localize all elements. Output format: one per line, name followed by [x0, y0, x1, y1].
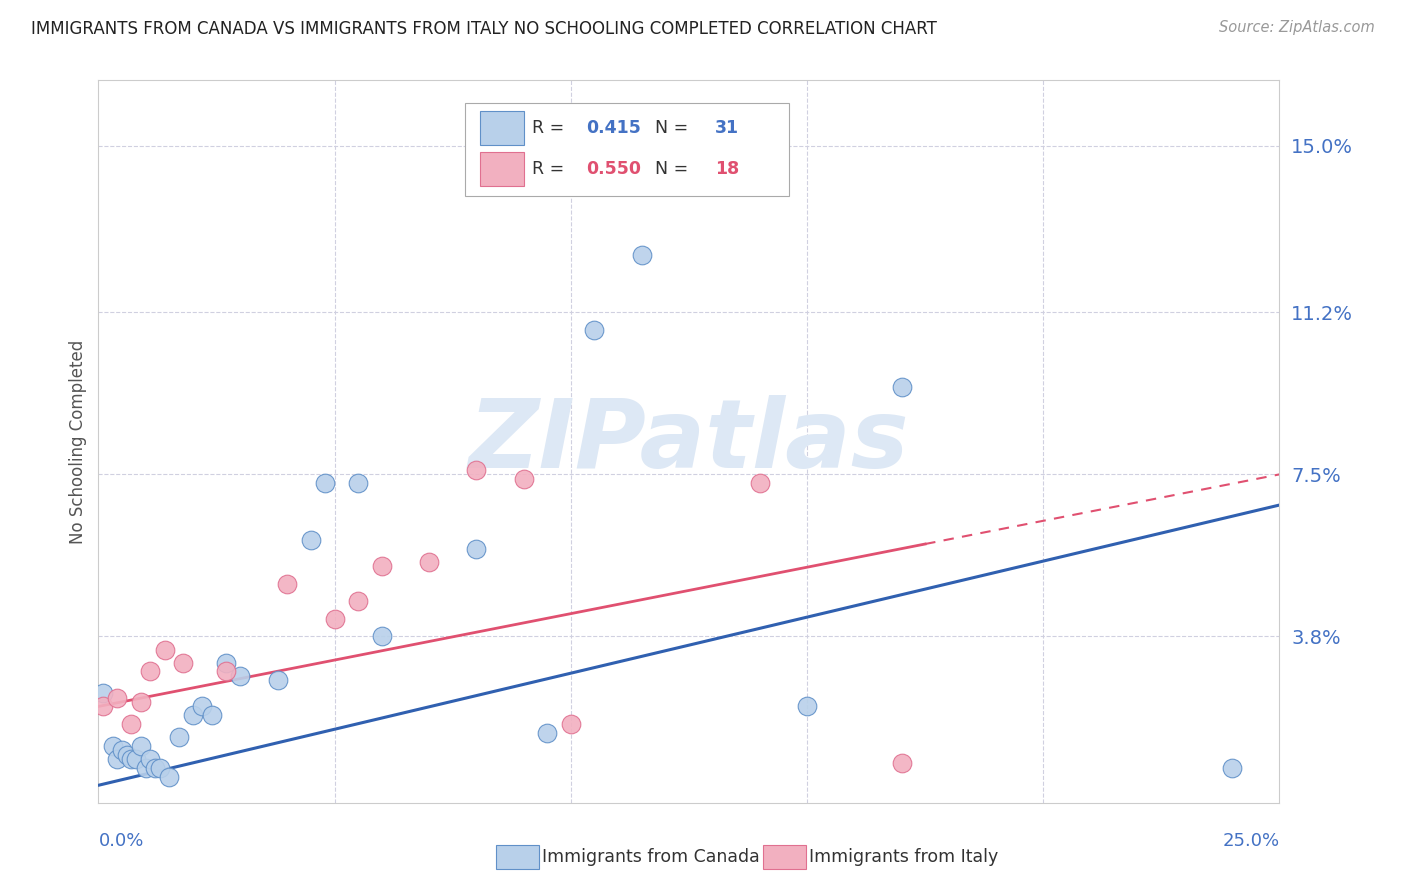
Point [347, 594, 370, 608]
Point [157, 770, 180, 784]
Point [560, 717, 582, 731]
Point [121, 717, 143, 731]
FancyBboxPatch shape [496, 845, 538, 870]
Point [229, 669, 252, 683]
Point [125, 752, 148, 766]
Point [323, 612, 346, 626]
Point [890, 756, 912, 771]
Text: IMMIGRANTS FROM CANADA VS IMMIGRANTS FROM ITALY NO SCHOOLING COMPLETED CORRELATI: IMMIGRANTS FROM CANADA VS IMMIGRANTS FRO… [31, 20, 936, 37]
Point [314, 476, 336, 491]
Point [139, 665, 162, 679]
Point [465, 541, 488, 556]
Point [105, 752, 128, 766]
Point [139, 752, 162, 766]
Point [167, 730, 190, 744]
Point [105, 690, 128, 705]
Point [630, 248, 652, 262]
Point [115, 747, 138, 762]
Text: Source: ZipAtlas.com: Source: ZipAtlas.com [1219, 20, 1375, 35]
Point [121, 752, 143, 766]
Point [890, 380, 912, 394]
Point [371, 559, 394, 574]
Point [143, 761, 166, 775]
Point [267, 673, 290, 688]
Point [512, 472, 534, 486]
Text: 0.550: 0.550 [586, 160, 641, 178]
Point [201, 708, 224, 723]
Point [129, 739, 152, 753]
Point [181, 708, 204, 723]
Point [748, 476, 770, 491]
Point [796, 699, 818, 714]
Text: Immigrants from Canada: Immigrants from Canada [543, 848, 761, 866]
Text: ZIPatlas: ZIPatlas [468, 395, 910, 488]
Text: 0.0%: 0.0% [98, 831, 143, 850]
Text: N =: N = [644, 119, 693, 137]
Point [91, 699, 114, 714]
FancyBboxPatch shape [479, 112, 523, 145]
Text: 18: 18 [714, 160, 740, 178]
Text: 0.415: 0.415 [586, 119, 641, 137]
Point [1220, 761, 1243, 775]
Point [465, 463, 488, 477]
Point [149, 761, 172, 775]
Point [215, 665, 238, 679]
Point [371, 629, 394, 643]
Text: Immigrants from Italy: Immigrants from Italy [810, 848, 998, 866]
Point [153, 642, 176, 657]
FancyBboxPatch shape [464, 103, 789, 196]
Point [129, 695, 152, 709]
FancyBboxPatch shape [479, 153, 523, 186]
Text: R =: R = [531, 119, 569, 137]
Text: R =: R = [531, 160, 569, 178]
Point [91, 686, 114, 700]
Point [111, 743, 134, 757]
Point [191, 699, 214, 714]
Point [101, 739, 124, 753]
Point [135, 761, 157, 775]
Point [172, 656, 194, 670]
Point [347, 476, 370, 491]
Point [536, 725, 558, 739]
Point [299, 533, 322, 547]
Point [215, 656, 238, 670]
FancyBboxPatch shape [763, 845, 806, 870]
Point [583, 323, 606, 337]
Y-axis label: No Schooling Completed: No Schooling Completed [69, 340, 87, 543]
Text: N =: N = [644, 160, 693, 178]
Text: 25.0%: 25.0% [1222, 831, 1279, 850]
Point [276, 577, 298, 591]
Point [418, 555, 440, 569]
Text: 31: 31 [714, 119, 740, 137]
